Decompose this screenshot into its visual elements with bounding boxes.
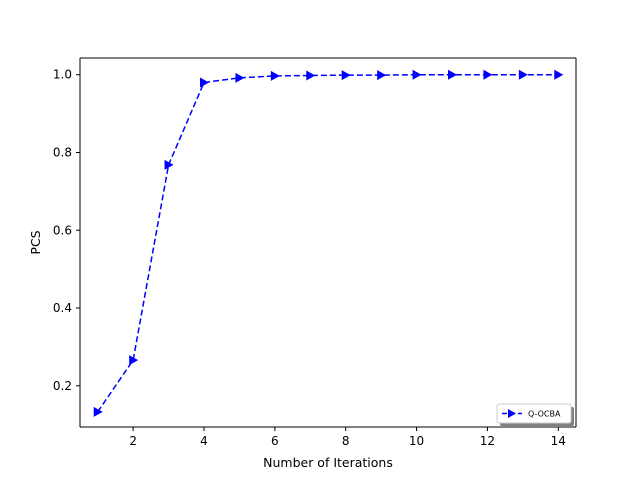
y-tick-label: 0.6 — [53, 223, 72, 237]
x-axis-ticks: 2 4 6 8 10 12 14 — [129, 427, 566, 448]
x-tick-label: 2 — [129, 434, 137, 448]
x-tick-label: 8 — [342, 434, 350, 448]
data-point-marker — [306, 70, 316, 81]
data-point-marker — [483, 69, 493, 80]
data-point-marker — [554, 69, 564, 80]
data-point-marker — [377, 70, 387, 81]
x-tick-label: 14 — [551, 434, 566, 448]
legend-marker-sample — [508, 409, 516, 418]
x-tick-label: 12 — [480, 434, 495, 448]
y-tick-label: 0.8 — [53, 145, 72, 159]
data-point-marker — [448, 69, 457, 80]
data-point-marker — [200, 77, 209, 88]
axes-frame — [79, 57, 577, 428]
series-layer — [93, 69, 564, 417]
data-point-marker — [164, 159, 174, 170]
y-axis-title: PCS — [28, 230, 43, 254]
y-axis-ticks: 0.2 0.4 0.6 0.8 1.0 — [53, 68, 80, 393]
data-point-marker — [93, 406, 103, 417]
plot-background — [80, 58, 576, 427]
legend-box — [496, 403, 572, 424]
data-point-marker — [412, 69, 422, 80]
y-tick-label: 0.4 — [53, 301, 72, 315]
data-point-marker — [235, 72, 245, 83]
x-axis-title: Number of Iterations — [263, 455, 393, 470]
x-tick-label: 10 — [409, 434, 424, 448]
y-tick-label: 0.2 — [53, 379, 72, 393]
data-point-marker — [341, 70, 351, 81]
legend: Q-OCBA — [496, 403, 574, 426]
data-point-marker — [129, 355, 139, 366]
x-tick-label: 4 — [200, 434, 208, 448]
data-point-marker — [270, 70, 280, 81]
y-tick-label: 1.0 — [53, 68, 72, 82]
x-tick-label: 6 — [271, 434, 279, 448]
data-point-marker — [518, 69, 528, 80]
legend-label: Q-OCBA — [528, 410, 561, 419]
